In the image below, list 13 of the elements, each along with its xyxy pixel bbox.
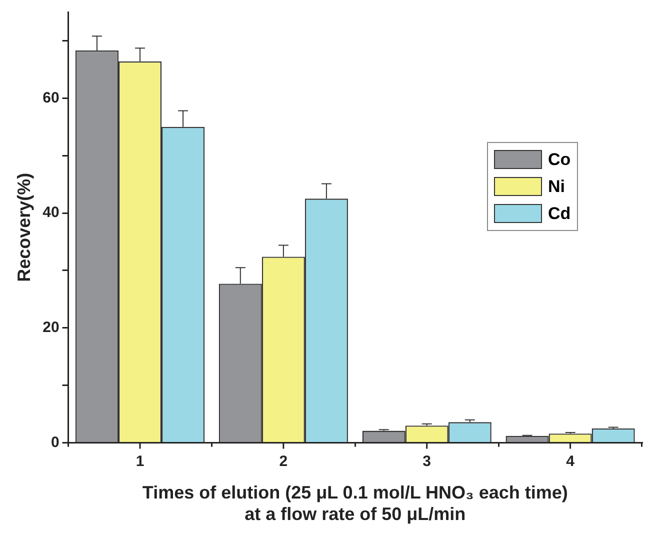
x-axis-title: Times of elution (25 μL 0.1 mol/L HNO₃ each time) at a flow rate of 50 μL/min: [142, 482, 568, 524]
legend-label: Cd: [548, 204, 571, 224]
x-tick-label: 2: [279, 452, 288, 470]
y-tick-label: 0: [50, 434, 60, 451]
y-tick-label: 40: [42, 204, 60, 222]
y-tick-label: 20: [42, 319, 60, 336]
x-tick-label: 4: [566, 452, 576, 470]
x-tick-label: 1: [136, 452, 144, 470]
x-tick-label: 3: [422, 452, 432, 470]
y-tick-label: 60: [42, 89, 60, 106]
legend-label: Ni: [548, 176, 565, 197]
legend-label: Co: [548, 150, 571, 170]
y-axis-title: Recovery(%): [14, 172, 34, 282]
